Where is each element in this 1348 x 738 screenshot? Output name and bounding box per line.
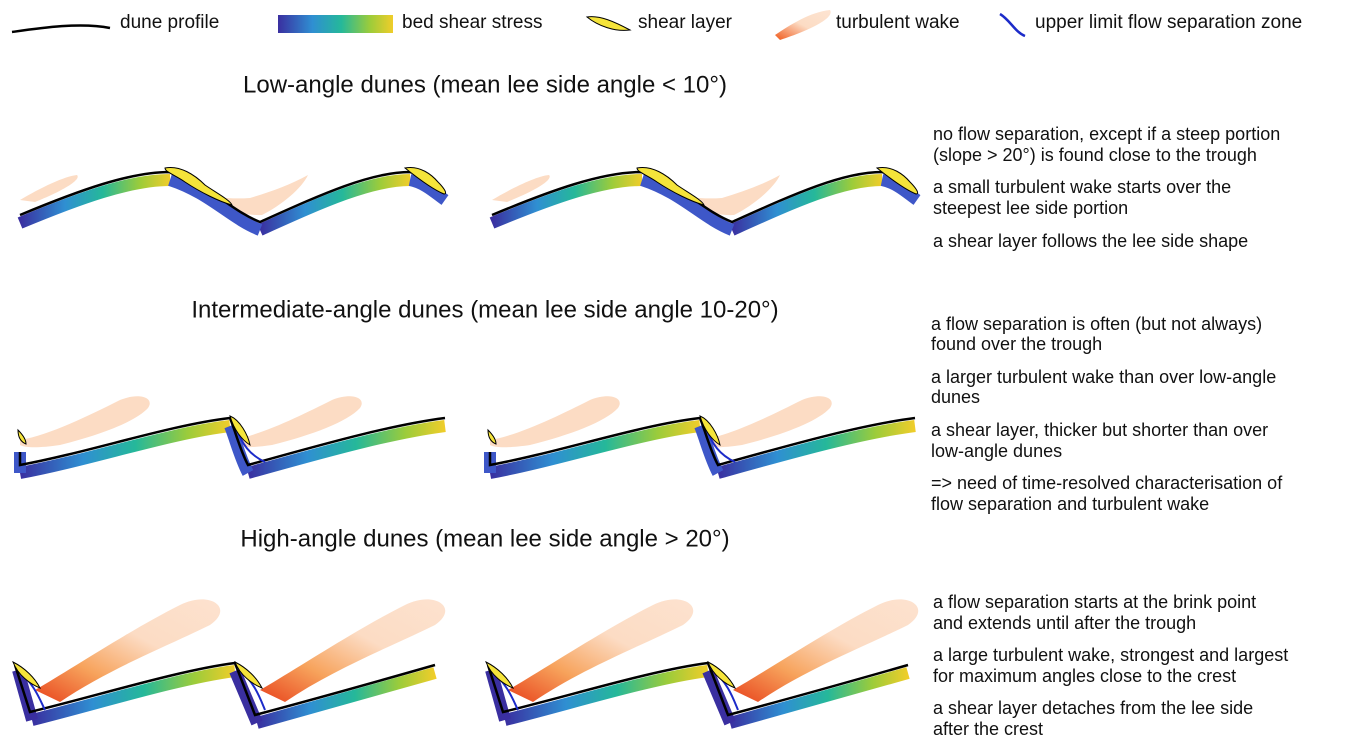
legend-label: shear layer: [638, 12, 733, 33]
legend-icon: [775, 10, 831, 40]
section-title: Intermediate-angle dunes (mean lee side …: [191, 296, 778, 323]
dune-panel: [18, 396, 445, 473]
dune-panel: [13, 599, 445, 723]
note-line: a large turbulent wake, strongest and la…: [933, 645, 1288, 665]
legend-icon: [11, 24, 111, 34]
note-line: for maximum angles close to the crest: [933, 666, 1236, 686]
dune-panel: [492, 167, 918, 230]
note-line: a larger turbulent wake than over low-an…: [931, 367, 1276, 387]
legend-icon: [585, 16, 632, 31]
note-line: after the crest: [933, 719, 1043, 738]
note-line: (slope > 20°) is found close to the trou…: [933, 145, 1257, 165]
legend-label: turbulent wake: [836, 12, 960, 33]
legend-icon: [999, 12, 1026, 38]
note-line: => need of time-resolved characterisatio…: [931, 473, 1283, 493]
section-title: Low-angle dunes (mean lee side angle < 1…: [243, 71, 727, 98]
note-line: steepest lee side portion: [933, 198, 1128, 218]
note-line: dunes: [931, 387, 980, 407]
note-line: a small turbulent wake starts over the: [933, 177, 1231, 197]
note-line: and extends until after the trough: [933, 613, 1196, 633]
legend-label: dune profile: [120, 12, 219, 33]
note-line: a flow separation is often (but not alwa…: [931, 314, 1262, 334]
note-line: no flow separation, except if a steep po…: [933, 124, 1280, 144]
dune-panel: [486, 599, 918, 723]
legend-icon: [278, 15, 393, 33]
notes: no flow separation, except if a steep po…: [931, 124, 1288, 738]
legend-label: upper limit flow separation zone: [1035, 12, 1302, 33]
note-line: flow separation and turbulent wake: [931, 494, 1209, 514]
note-line: a shear layer follows the lee side shape: [933, 231, 1248, 251]
dune-panel: [20, 167, 446, 230]
note-line: a shear layer, thicker but shorter than …: [931, 420, 1268, 440]
note-line: a flow separation starts at the brink po…: [933, 592, 1256, 612]
section-title: High-angle dunes (mean lee side angle > …: [240, 525, 729, 552]
note-line: low-angle dunes: [931, 441, 1062, 461]
note-line: a shear layer detaches from the lee side: [933, 698, 1253, 718]
note-line: found over the trough: [931, 334, 1102, 354]
dune-panel: [488, 396, 915, 473]
legend-label: bed shear stress: [402, 12, 542, 33]
